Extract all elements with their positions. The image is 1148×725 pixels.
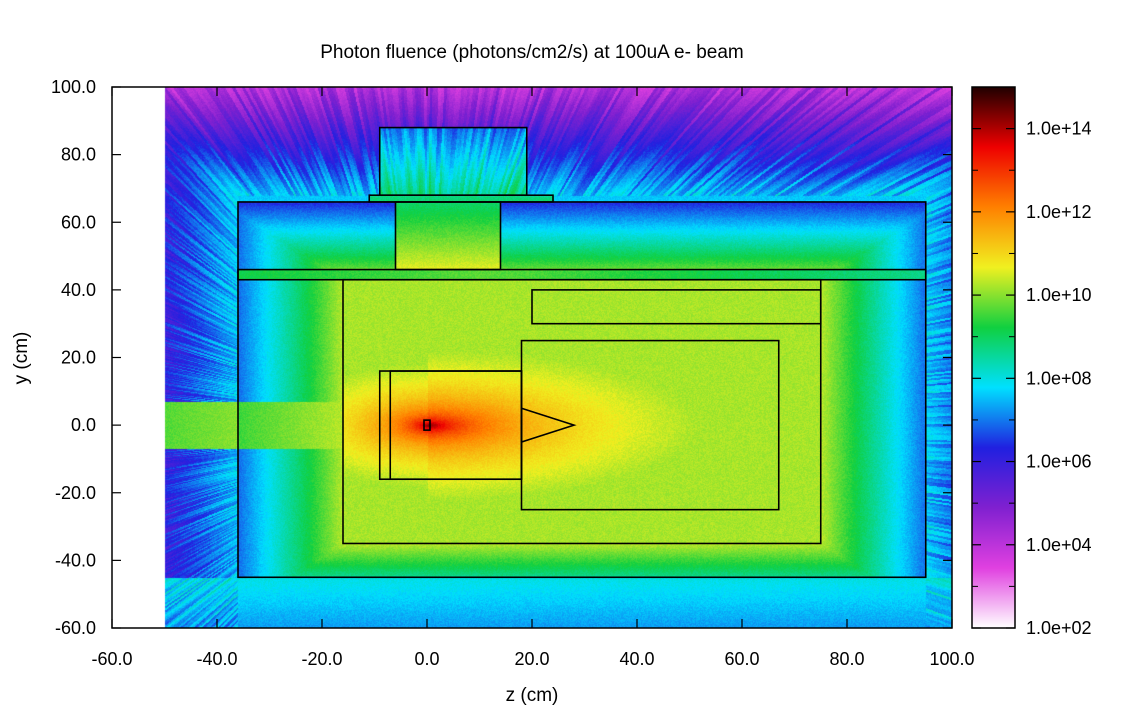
x-tick-label: -60.0 bbox=[91, 649, 132, 669]
colorbar-fill bbox=[972, 87, 1015, 628]
y-tick-label: -40.0 bbox=[55, 550, 96, 570]
x-tick-label: 0.0 bbox=[414, 649, 439, 669]
y-tick-label: 60.0 bbox=[61, 212, 96, 232]
y-axis-label: y (cm) bbox=[11, 332, 32, 385]
colorbar-tick-label: 1.0e+12 bbox=[1026, 202, 1092, 222]
y-tick-label: 40.0 bbox=[61, 280, 96, 300]
colorbar-tick-label: 1.0e+08 bbox=[1026, 368, 1092, 388]
x-tick-label: 60.0 bbox=[724, 649, 759, 669]
x-tick-label: -40.0 bbox=[196, 649, 237, 669]
y-tick-label: 0.0 bbox=[71, 415, 96, 435]
x-tick-label: 80.0 bbox=[829, 649, 864, 669]
heatmap-image bbox=[112, 87, 952, 628]
x-tick-label: 40.0 bbox=[619, 649, 654, 669]
colorbar-ticks: 1.0e+02 1.0e+04 1.0e+06 1.0e+08 1.0e+10 1.0e+… bbox=[972, 86, 1092, 638]
x-tick-label: 20.0 bbox=[514, 649, 549, 669]
geometry-outlines bbox=[237, 126, 927, 579]
x-axis: -60.0 -40.0 -20.0 0.0 20.0 40.0 60.0 80.0 100.0 bbox=[91, 87, 975, 669]
geometry-box bbox=[237, 268, 927, 281]
y-tick-label: -20.0 bbox=[55, 483, 96, 503]
y-tick-label: 20.0 bbox=[61, 348, 96, 368]
geometry-box bbox=[394, 201, 502, 271]
colorbar-tick-label: 1.0e+06 bbox=[1026, 452, 1092, 472]
y-tick-label: 80.0 bbox=[61, 145, 96, 165]
source-marker bbox=[423, 419, 431, 431]
y-tick-label: 100.0 bbox=[51, 77, 96, 97]
x-tick-label: -20.0 bbox=[301, 649, 342, 669]
colorbar-tick-label: 1.0e+10 bbox=[1026, 285, 1092, 305]
colorbar-border bbox=[971, 86, 1016, 629]
target-cone bbox=[520, 407, 577, 444]
geometry-box bbox=[531, 289, 822, 325]
plot-area bbox=[112, 87, 952, 628]
x-axis-label: z (cm) bbox=[506, 685, 559, 706]
y-axis: -60.0 -40.0 -20.0 0.0 20.0 40.0 60.0 80.0 100.0 bbox=[51, 77, 952, 638]
x-tick-label: 100.0 bbox=[929, 649, 974, 669]
colorbar-tick-label: 1.0e+14 bbox=[1026, 119, 1092, 139]
colorbar-tick-label: 1.0e+04 bbox=[1026, 535, 1092, 555]
colorbar-tick-label: 1.0e+02 bbox=[1026, 618, 1092, 638]
colorbar: 1.0e+02 1.0e+04 1.0e+06 1.0e+08 1.0e+10 1.0e+… bbox=[971, 86, 1092, 638]
geometry-box bbox=[237, 201, 927, 579]
y-tick-label: -60.0 bbox=[55, 618, 96, 638]
chart-title: Photon fluence (photons/cm2/s) at 100uA … bbox=[320, 42, 744, 63]
geometry-box bbox=[378, 126, 528, 196]
